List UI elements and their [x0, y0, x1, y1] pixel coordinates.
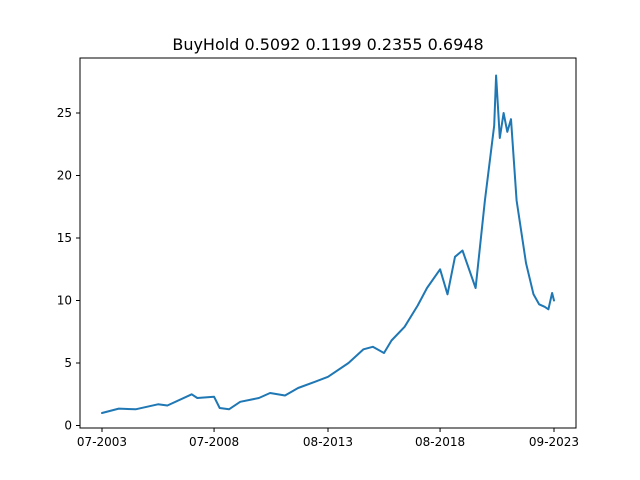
- x-tick-label: 08-2018: [415, 435, 465, 449]
- y-tick-label: 20: [57, 169, 72, 183]
- x-tick-label: 07-2003: [77, 435, 127, 449]
- x-tick-label: 09-2023: [529, 435, 579, 449]
- x-tick-label: 07-2008: [189, 435, 239, 449]
- x-axis: 07-2003 07-2008 08-2013 08-2018 09-2023: [77, 428, 579, 449]
- y-axis: 0 5 10 15 20 25: [57, 106, 80, 433]
- y-tick-label: 25: [57, 106, 72, 120]
- y-tick-label: 10: [57, 294, 72, 308]
- series-layer: [101, 74, 555, 414]
- y-tick-label: 5: [64, 356, 72, 370]
- plot-frame: [79, 57, 577, 429]
- x-tick-label: 08-2013: [303, 435, 353, 449]
- series-line: [101, 74, 555, 414]
- chart-title: BuyHold 0.5092 0.1199 0.2355 0.6948: [172, 35, 483, 54]
- y-tick-label: 15: [57, 231, 72, 245]
- y-tick-label: 0: [64, 419, 72, 433]
- plot-area: [80, 58, 576, 428]
